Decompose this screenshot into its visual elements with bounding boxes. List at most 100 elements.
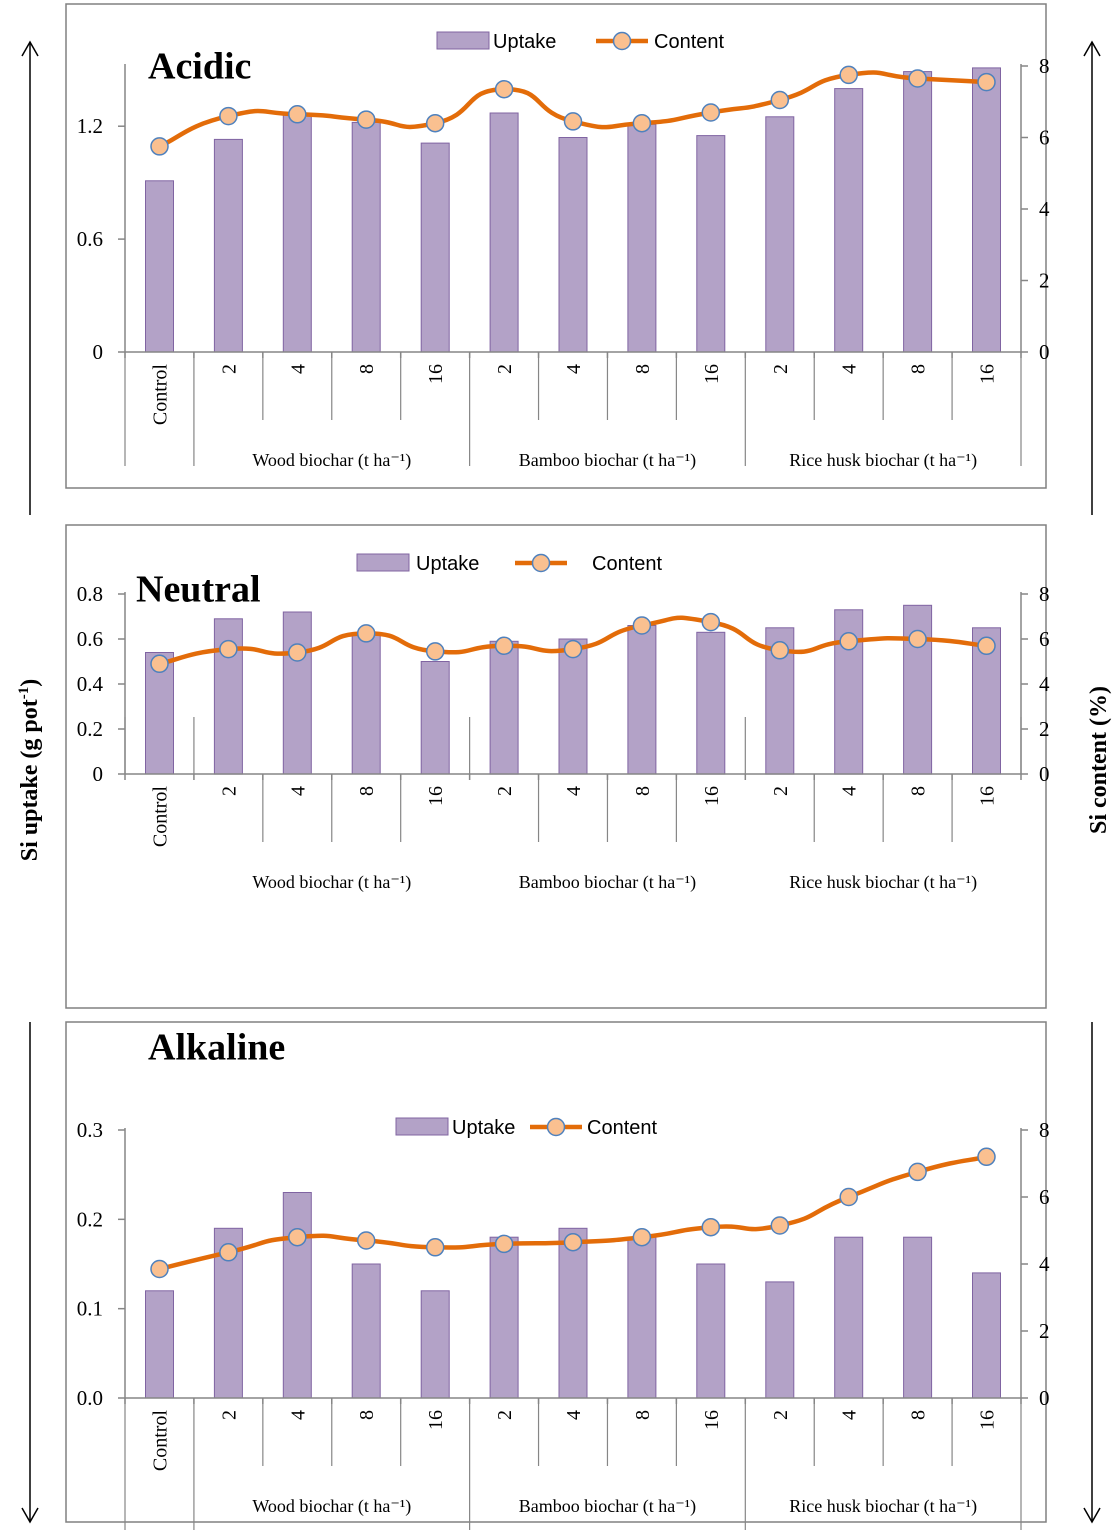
alkaline-content-point [288, 1227, 307, 1247]
alkaline-category-label: 16 [701, 1410, 723, 1430]
alkaline-uptake-bar [351, 1263, 381, 1399]
alkaline-content-point [563, 1232, 583, 1252]
neutral-uptake-bar [627, 625, 657, 775]
alkaline-legend-uptake-swatch [395, 1117, 449, 1136]
neutral-uptake-bar [489, 640, 519, 775]
neutral-category-label: Control [149, 786, 171, 848]
alkaline-legend-uptake-label: Uptake [452, 1117, 515, 1139]
neutral-category-label: 16 [425, 786, 447, 806]
alkaline-category-label: 2 [218, 1410, 240, 1420]
alkaline-content-point [977, 1147, 996, 1167]
left-upper-arrow [21, 40, 39, 515]
acidic-category-label: 4 [563, 364, 585, 374]
neutral-legend-content-label: Content [592, 553, 662, 575]
acidic-content-point [770, 90, 790, 110]
acidic-content-point [288, 105, 307, 124]
alkaline-content-point [632, 1227, 652, 1247]
acidic-group-label: Wood biochar (t ha⁻¹) [252, 450, 411, 471]
acidic-uptake-bar [765, 116, 795, 353]
alkaline-content-point [425, 1238, 445, 1257]
alkaline-right-tick-label: 4 [1039, 1252, 1050, 1276]
neutral-legend-uptake-label: Uptake [416, 553, 479, 575]
acidic-group-label: Rice husk biochar (t ha⁻¹) [789, 450, 977, 471]
acidic-content-point [632, 113, 652, 133]
acidic-content-point [425, 113, 445, 133]
alkaline-category-label: 8 [632, 1410, 654, 1420]
alkaline-category-label: 8 [908, 1410, 930, 1420]
alkaline-right-tick-label: 8 [1039, 1118, 1050, 1142]
alkaline-content-point [494, 1234, 514, 1254]
acidic-category-label: 16 [425, 364, 447, 384]
neutral-category-label: 8 [908, 786, 930, 796]
acidic-left-tick-label: 1.2 [77, 114, 103, 138]
acidic-content-point [150, 137, 169, 156]
alkaline-right-tick-label: 6 [1039, 1185, 1050, 1209]
acidic-legend-uptake-swatch [436, 31, 490, 50]
neutral-left-tick-label: 0.2 [77, 717, 103, 741]
alkaline-content-point [219, 1243, 238, 1262]
acidic-content-point [908, 69, 927, 88]
alkaline-uptake-bar [903, 1236, 933, 1399]
neutral-legend-uptake-swatch [356, 553, 410, 572]
neutral-uptake-bar [696, 631, 726, 775]
acidic-content-point [977, 72, 996, 92]
alkaline-uptake-bar [282, 1192, 312, 1399]
acidic-uptake-bar [489, 112, 519, 353]
acidic-category-label: 2 [494, 364, 516, 374]
neutral-category-label: 2 [218, 786, 240, 796]
acidic-right-tick-label: 8 [1039, 54, 1050, 78]
left-axis-title-close: ) [17, 679, 43, 687]
acidic-uptake-bar [213, 138, 243, 353]
alkaline-content-point [839, 1187, 858, 1207]
neutral-group-label: Bamboo biochar (t ha⁻¹) [519, 872, 696, 893]
neutral-uptake-bar [351, 634, 381, 775]
acidic-content-point [701, 103, 721, 122]
alkaline-uptake-bar [972, 1272, 1001, 1399]
acidic-uptake-bar [351, 121, 381, 353]
acidic-right-tick-label: 4 [1039, 197, 1050, 221]
alkaline-uptake-bar [765, 1281, 795, 1399]
neutral-right-tick-label: 0 [1039, 762, 1050, 786]
acidic-category-label: 16 [701, 364, 723, 384]
acidic-content-point [356, 110, 376, 129]
alkaline-group-label: Rice husk biochar (t ha⁻¹) [789, 1496, 977, 1517]
neutral-category-label: 4 [563, 786, 585, 796]
alkaline-group-label: Wood biochar (t ha⁻¹) [252, 1496, 411, 1517]
neutral-content-point [494, 636, 514, 656]
neutral-content-point [219, 639, 238, 659]
neutral-right-tick-label: 6 [1039, 627, 1050, 651]
right-axis-title: Si content (%) [1086, 686, 1112, 834]
neutral-uptake-bar [420, 661, 450, 775]
neutral-group-label: Rice husk biochar (t ha⁻¹) [789, 872, 977, 893]
alkaline-category-label: 16 [977, 1410, 999, 1430]
acidic-category-label: 2 [770, 364, 792, 374]
alkaline-uptake-bar [696, 1263, 726, 1399]
alkaline-left-tick-label: 0.2 [77, 1207, 103, 1231]
alkaline-left-tick-label: 0.0 [77, 1386, 103, 1410]
neutral-left-tick-label: 0.8 [77, 582, 103, 606]
acidic-legend-uptake-label: Uptake [493, 31, 556, 53]
neutral-content-point [150, 654, 169, 674]
acidic-left-tick-label: 0 [93, 340, 104, 364]
right-upper-arrow [1083, 40, 1101, 515]
acidic-uptake-bar [145, 180, 174, 353]
acidic-uptake-bar [696, 135, 726, 353]
acidic-right-tick-label: 6 [1039, 126, 1050, 150]
alkaline-panel-title: Alkaline [148, 1026, 285, 1068]
neutral-right-tick-label: 8 [1039, 582, 1050, 606]
alkaline-category-label: Control [149, 1410, 171, 1472]
alkaline-category-label: 4 [287, 1410, 309, 1420]
acidic-uptake-bar [972, 67, 1001, 353]
neutral-group-label: Wood biochar (t ha⁻¹) [252, 872, 411, 893]
acidic-uptake-bar [558, 137, 588, 353]
acidic-legend-content-label: Content [654, 31, 724, 53]
alkaline-category-label: 2 [494, 1410, 516, 1420]
alkaline-uptake-bar [834, 1236, 864, 1399]
alkaline-category-label: 4 [839, 1410, 861, 1420]
left-axis-title-sup: -1 [16, 687, 32, 700]
acidic-content-point [494, 79, 514, 99]
